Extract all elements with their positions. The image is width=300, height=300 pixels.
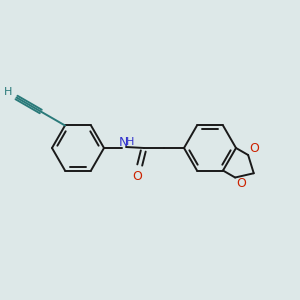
Text: H: H xyxy=(126,137,134,147)
Text: O: O xyxy=(132,170,142,184)
Text: N: N xyxy=(118,136,128,148)
Text: H: H xyxy=(4,88,12,98)
Text: O: O xyxy=(249,142,259,155)
Text: O: O xyxy=(236,177,246,190)
